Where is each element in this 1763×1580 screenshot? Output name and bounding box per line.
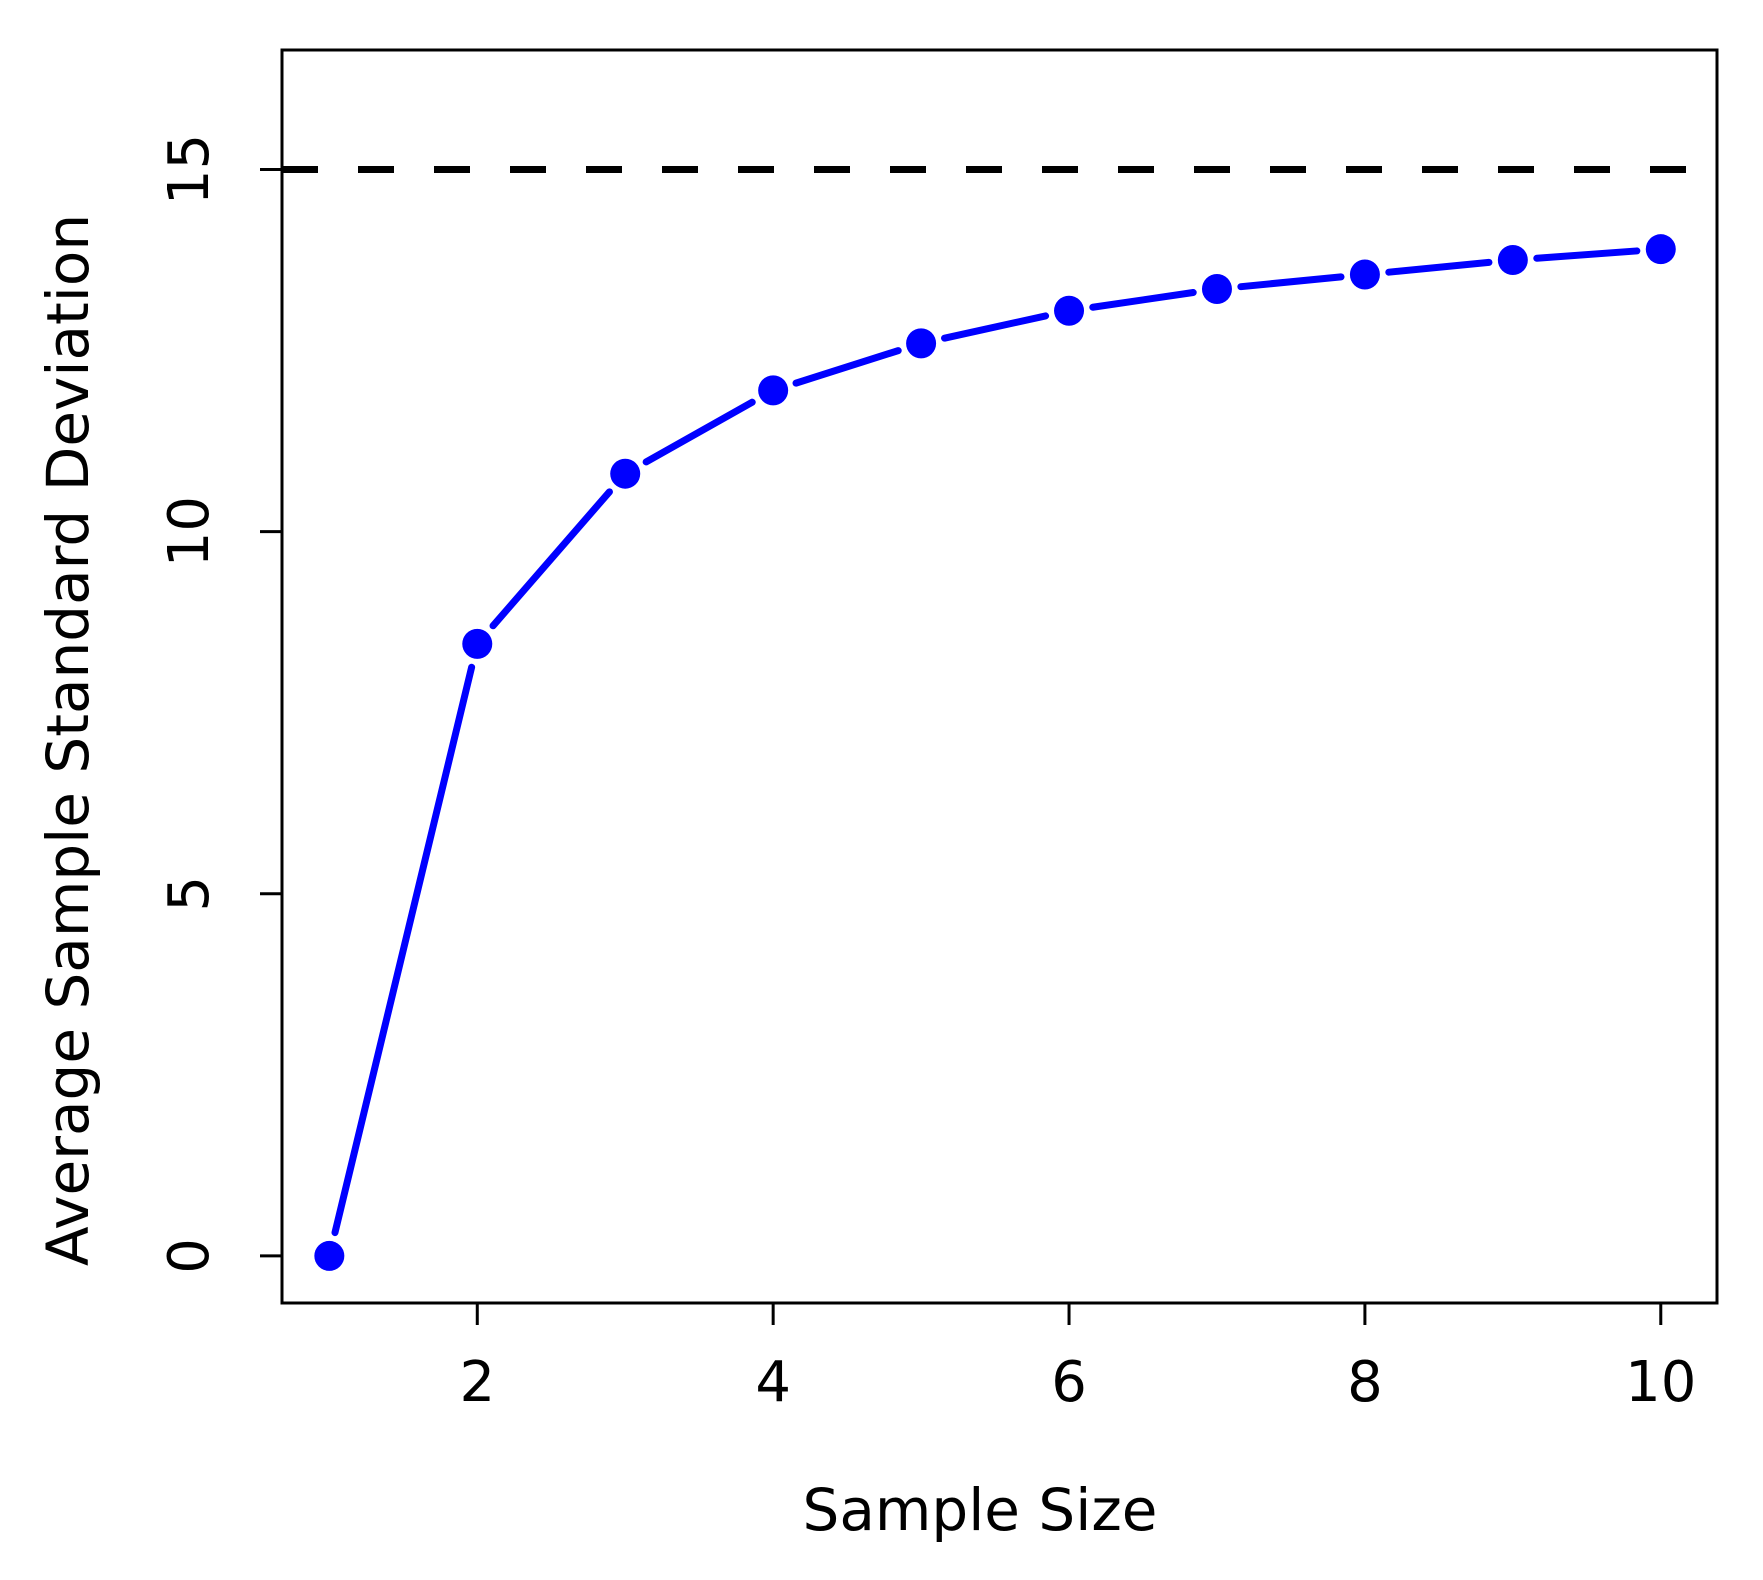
data-point-4 bbox=[758, 375, 789, 406]
data-point-10 bbox=[1645, 234, 1676, 265]
series-segment bbox=[792, 347, 902, 387]
data-point-5 bbox=[906, 328, 937, 359]
y-tick-label: 15 bbox=[157, 134, 222, 205]
x-tick-label: 2 bbox=[459, 1350, 495, 1415]
y-tick-label: 0 bbox=[157, 1238, 222, 1274]
data-point-2 bbox=[462, 628, 493, 659]
series-segment bbox=[1237, 273, 1345, 291]
y-tick-label: 5 bbox=[157, 876, 222, 912]
series-segment bbox=[941, 312, 1050, 342]
series-segment bbox=[1533, 247, 1641, 262]
data-point-8 bbox=[1349, 259, 1380, 290]
data-point-3 bbox=[610, 458, 641, 489]
series-segment bbox=[1089, 288, 1197, 311]
series-segment bbox=[331, 663, 476, 1237]
x-tick-label: 6 bbox=[1051, 1350, 1087, 1415]
series-segment bbox=[642, 398, 756, 466]
y-axis: 0 5 10 15 bbox=[157, 134, 282, 1274]
x-tick-label: 4 bbox=[755, 1350, 791, 1415]
y-tick-label: 10 bbox=[157, 496, 222, 567]
data-point-9 bbox=[1497, 245, 1528, 276]
x-tick-label: 10 bbox=[1625, 1350, 1696, 1415]
plot-frame bbox=[280, 48, 1719, 1305]
series-segment bbox=[1385, 258, 1493, 276]
x-axis: 2 4 6 8 10 bbox=[459, 1303, 1696, 1415]
data-point-7 bbox=[1201, 274, 1232, 305]
x-tick-label: 8 bbox=[1347, 1350, 1383, 1415]
data-point-1 bbox=[314, 1240, 345, 1271]
data-point-6 bbox=[1054, 295, 1085, 326]
y-axis-title: Average Sample Standard Deviation bbox=[34, 214, 102, 1266]
x-axis-title: Sample Size bbox=[803, 1476, 1158, 1544]
series-segment bbox=[489, 488, 613, 630]
